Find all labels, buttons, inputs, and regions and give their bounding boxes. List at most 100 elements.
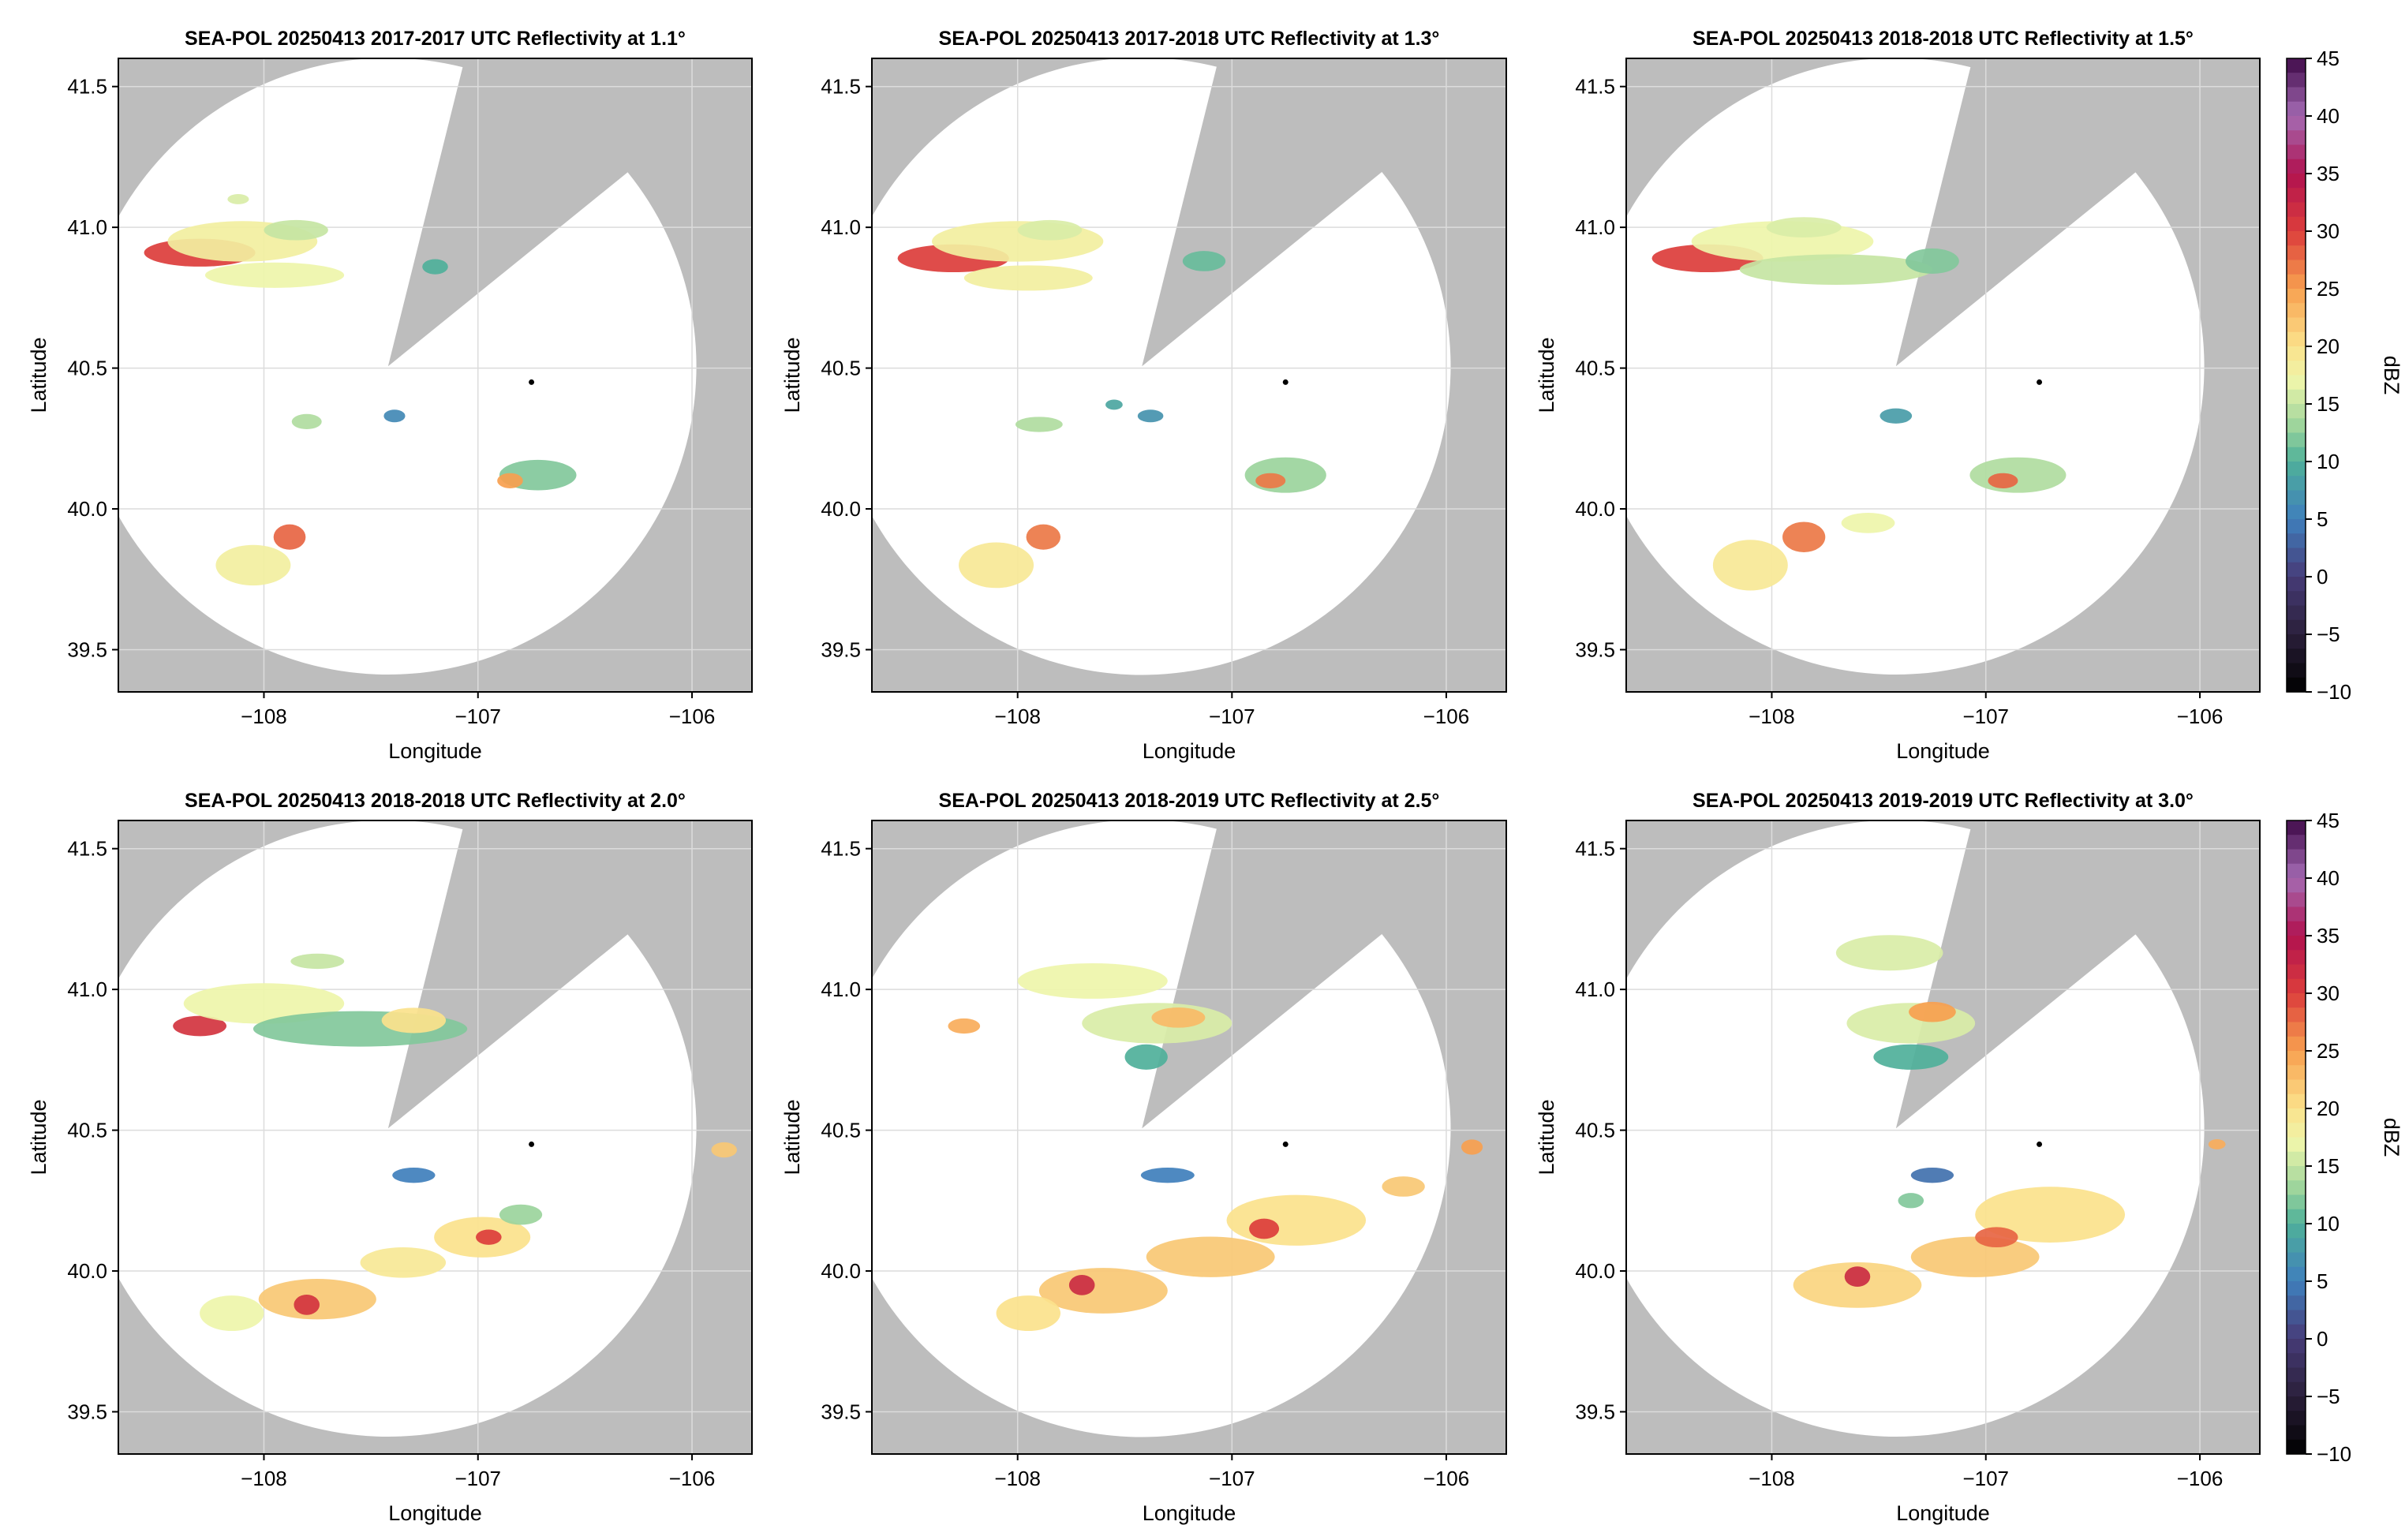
x-tick-label: −106 xyxy=(669,1467,716,1490)
y-tick-label: 41.0 xyxy=(1575,977,1615,1001)
colorbar-swatch xyxy=(2287,1367,2306,1383)
colorbar-swatch xyxy=(2287,548,2306,563)
colorbar-swatch xyxy=(2287,476,2306,492)
x-tick-label: −108 xyxy=(1749,1467,1795,1490)
echo-group xyxy=(1651,217,2067,591)
reflectivity-cell xyxy=(273,524,306,550)
radar-coverage xyxy=(872,58,1451,675)
colorbar-swatch xyxy=(2287,921,2306,936)
colorbar-swatch xyxy=(2287,130,2306,146)
colorbar-swatch xyxy=(2287,993,2306,1008)
reflectivity-cell xyxy=(499,1204,543,1225)
y-tick-label: 41.5 xyxy=(821,837,861,861)
y-axis-label: Latitude xyxy=(1535,337,1558,413)
radar-site-marker xyxy=(2037,379,2043,385)
reflectivity-cell xyxy=(290,953,345,970)
x-axis-label: Longitude xyxy=(1896,1501,1990,1525)
x-axis-label: Longitude xyxy=(1143,739,1236,763)
colorbar-swatch xyxy=(2287,577,2306,592)
y-tick-label: 39.5 xyxy=(1575,637,1615,661)
colorbar-tick-label: −5 xyxy=(2317,622,2340,646)
reflectivity-cell xyxy=(1182,251,1226,271)
x-tick-label: −106 xyxy=(2177,1467,2224,1490)
colorbar-swatch xyxy=(2287,1295,2306,1311)
colorbar-swatch xyxy=(2287,174,2306,189)
y-tick-label: 41.0 xyxy=(67,215,107,239)
echo-group xyxy=(144,194,577,586)
reflectivity-cell xyxy=(1244,457,1326,493)
y-axis-label: Latitude xyxy=(27,1099,50,1175)
colorbar: 45 40 35 30 25 20 15 10 5 0 −5 −10 dBZ xyxy=(2286,47,2403,704)
panel-title: SEA-POL 20250413 2017-2017 UTC Reflectiv… xyxy=(185,28,686,50)
colorbar-swatch xyxy=(2287,462,2306,477)
y-tick-label: 39.5 xyxy=(67,1400,107,1423)
colorbar-tick-label: 35 xyxy=(2317,924,2340,948)
colorbar-swatch xyxy=(2287,289,2306,304)
colorbar-swatch xyxy=(2287,1339,2306,1354)
radar-site-marker xyxy=(1282,379,1289,385)
colorbar-swatch xyxy=(2287,1108,2306,1123)
colorbar-swatch xyxy=(2287,1051,2306,1066)
x-tick-label: −108 xyxy=(1749,705,1795,728)
reflectivity-cell xyxy=(497,473,523,488)
colorbar-swatch xyxy=(2287,346,2306,361)
reflectivity-cell xyxy=(291,413,322,430)
reflectivity-cell xyxy=(1017,962,1168,999)
reflectivity-cell xyxy=(200,1295,264,1332)
colorbar-swatch xyxy=(2287,1151,2306,1167)
colorbar-swatch xyxy=(2287,533,2306,549)
x-tick-label: −107 xyxy=(454,1467,501,1490)
colorbar-swatch xyxy=(2287,964,2306,980)
reflectivity-cell xyxy=(1249,1218,1280,1239)
reflectivity-cell xyxy=(1910,1168,1954,1183)
reflectivity-cell xyxy=(1151,1007,1206,1028)
colorbar-tick-label: 45 xyxy=(2317,47,2340,70)
colorbar-tick-label: 5 xyxy=(2317,1269,2328,1293)
y-tick-label: 39.5 xyxy=(821,1400,861,1423)
colorbar-swatch xyxy=(2287,950,2306,966)
y-tick-label: 40.5 xyxy=(67,1119,107,1142)
plot-frame xyxy=(118,58,753,693)
colorbar-swatch xyxy=(2287,1123,2306,1138)
y-tick-label: 40.5 xyxy=(821,1119,861,1142)
colorbar-swatch xyxy=(2287,1209,2306,1224)
radar-coverage xyxy=(1626,820,2205,1437)
reflectivity-cell xyxy=(2208,1138,2226,1149)
reflectivity-cell xyxy=(1382,1176,1425,1197)
colorbar-swatch xyxy=(2287,1079,2306,1095)
colorbar-label: dBZ xyxy=(2380,1118,2403,1157)
colorbar-tick-label: 0 xyxy=(2317,565,2328,589)
radar-coverage xyxy=(118,820,697,1437)
reflectivity-cell xyxy=(381,1007,447,1034)
y-tick-label: 41.5 xyxy=(821,75,861,99)
colorbar-swatch xyxy=(2287,849,2306,865)
y-tick-label: 41.0 xyxy=(821,977,861,1001)
colorbar-swatch xyxy=(2287,892,2306,908)
panel-title: SEA-POL 20250413 2018-2019 UTC Reflectiv… xyxy=(939,790,1440,812)
colorbar-swatch xyxy=(2287,562,2306,578)
panel-title: SEA-POL 20250413 2019-2019 UTC Reflectiv… xyxy=(1692,790,2194,812)
x-tick-label: −106 xyxy=(669,705,716,728)
plot-frame xyxy=(871,58,1507,693)
colorbar-swatch xyxy=(2287,1093,2306,1109)
x-tick-label: −107 xyxy=(454,705,501,728)
y-tick-label: 39.5 xyxy=(1575,1400,1615,1423)
x-tick-label: −108 xyxy=(241,1467,287,1490)
colorbar-swatch xyxy=(2287,303,2306,319)
y-tick-label: 41.0 xyxy=(821,215,861,239)
reflectivity-cell xyxy=(476,1229,502,1245)
colorbar-frame xyxy=(2286,820,2306,1455)
plot-frame xyxy=(1625,58,2261,693)
colorbar-swatch xyxy=(2287,432,2306,448)
reflectivity-cell xyxy=(963,265,1093,291)
x-tick-label: −107 xyxy=(1209,705,1255,728)
reflectivity-cell xyxy=(1988,473,2018,488)
echo-group xyxy=(897,219,1326,589)
colorbar-swatch xyxy=(2287,1007,2306,1023)
plot-frame xyxy=(118,820,753,1455)
y-axis-label: Latitude xyxy=(780,337,804,413)
y-tick-label: 40.5 xyxy=(67,357,107,380)
colorbar-swatch xyxy=(2287,188,2306,204)
colorbar-tick-label: 15 xyxy=(2317,392,2340,416)
